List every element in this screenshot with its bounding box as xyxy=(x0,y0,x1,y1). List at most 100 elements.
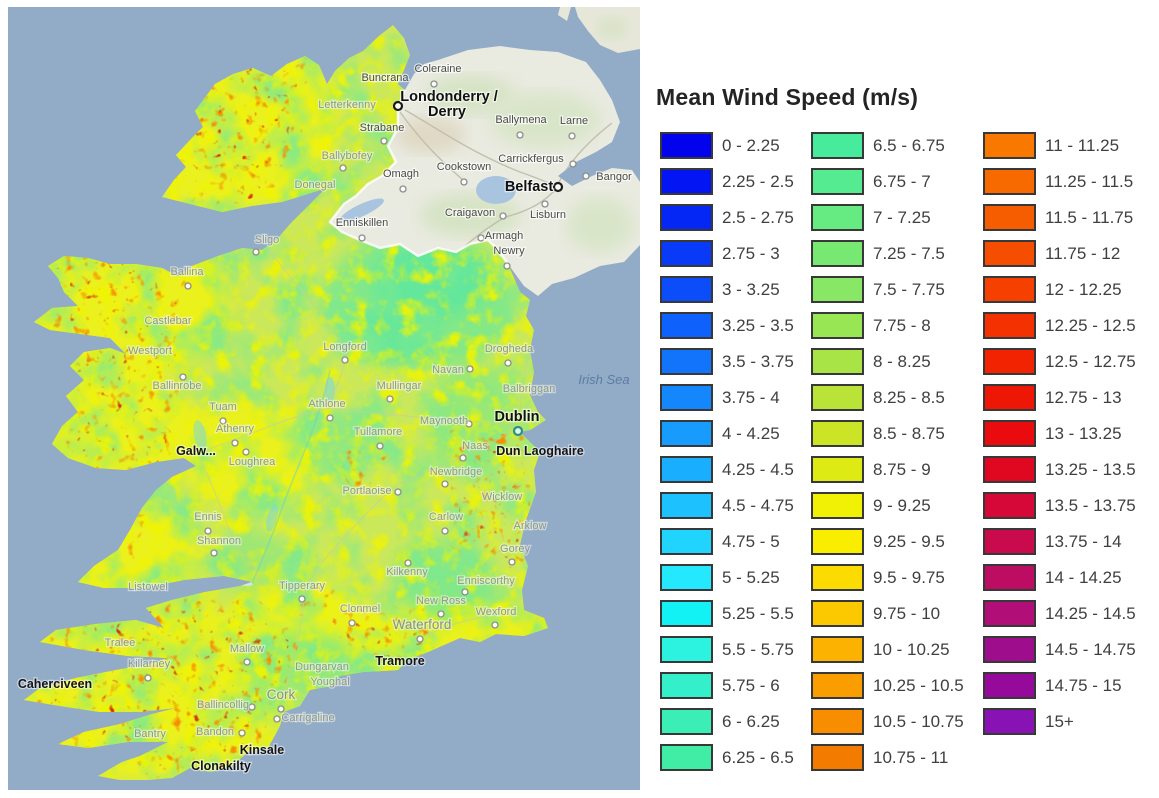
legend-entry: 7 - 7.25 xyxy=(811,204,964,231)
legend-range-label: 5 - 5.25 xyxy=(722,567,780,587)
map-label: Portlaoise xyxy=(343,485,392,497)
map-label: Ballinrobe xyxy=(153,380,202,392)
legend-range-label: 14 - 14.25 xyxy=(1045,567,1122,587)
legend-entry: 4 - 4.25 xyxy=(660,420,794,447)
legend-swatch xyxy=(660,672,713,699)
map-label: Carrigaline xyxy=(281,712,334,724)
ireland-wind-map[interactable]: Coleraine Londonderry / Derry Ballymena Larn… xyxy=(8,7,640,790)
legend-entry: 4.25 - 4.5 xyxy=(660,456,794,483)
map-label: Armagh xyxy=(485,230,524,242)
legend-swatch xyxy=(983,384,1036,411)
town-marker xyxy=(231,439,239,447)
map-label: Mallow xyxy=(230,643,264,655)
map-label: Arklow xyxy=(513,520,546,532)
map-label: Kilkenny xyxy=(386,566,428,578)
lough-neagh xyxy=(476,176,516,204)
legend-range-label: 5.5 - 5.75 xyxy=(722,639,794,659)
map-label: Clonakilty xyxy=(191,759,251,773)
legend-swatch xyxy=(983,348,1036,375)
legend-swatch xyxy=(983,456,1036,483)
legend-range-label: 13.25 - 13.5 xyxy=(1045,459,1136,479)
legend-range-label: 0 - 2.25 xyxy=(722,135,780,155)
town-marker xyxy=(248,703,256,711)
legend-entry: 7.25 - 7.5 xyxy=(811,240,964,267)
legend-swatch xyxy=(660,132,713,159)
legend-range-label: 5.75 - 6 xyxy=(722,675,780,695)
legend-entry: 14.75 - 15 xyxy=(983,672,1136,699)
map-label: Waterford xyxy=(393,617,452,632)
legend-swatch xyxy=(983,240,1036,267)
legend-entry: 12.25 - 12.5 xyxy=(983,312,1136,339)
map-label: Dungarvan xyxy=(295,661,349,673)
map-label: Ballymena xyxy=(495,114,547,126)
map-label: Omagh xyxy=(383,168,419,180)
legend-swatch xyxy=(983,600,1036,627)
map-label: Navan xyxy=(432,364,464,376)
legend-range-label: 6.5 - 6.75 xyxy=(873,135,945,155)
town-marker xyxy=(219,417,227,425)
legend-entry: 15+ xyxy=(983,708,1136,735)
legend-swatch xyxy=(811,312,864,339)
legend-swatch xyxy=(660,744,713,771)
legend-entry: 13.75 - 14 xyxy=(983,528,1136,555)
roads xyxy=(199,247,531,701)
map-label: Enniskillen xyxy=(336,217,389,229)
legend-range-label: 9 - 9.25 xyxy=(873,495,931,515)
legend-column-2: 6.5 - 6.75 6.75 - 7 7 - 7.25 7.25 - 7.5 7.5 … xyxy=(811,132,964,780)
map-label: Newbridge xyxy=(430,466,483,478)
map-label: Strabane xyxy=(360,122,405,134)
legend-entry: 12 - 12.25 xyxy=(983,276,1136,303)
town-marker xyxy=(508,558,516,566)
town-marker xyxy=(184,282,192,290)
legend-range-label: 7 - 7.25 xyxy=(873,207,931,227)
legend-column-3: 11 - 11.25 11.25 - 11.5 11.5 - 11.75 11.75 … xyxy=(983,132,1136,744)
legend-swatch xyxy=(660,204,713,231)
legend-range-label: 4 - 4.25 xyxy=(722,423,780,443)
legend-swatch xyxy=(811,636,864,663)
legend-entry: 3.25 - 3.5 xyxy=(660,312,794,339)
legend-entry: 2.25 - 2.5 xyxy=(660,168,794,195)
legend-range-label: 11.75 - 12 xyxy=(1045,243,1121,263)
legend-entry: 13.25 - 13.5 xyxy=(983,456,1136,483)
legend-entry: 14.5 - 14.75 xyxy=(983,636,1136,663)
legend-swatch xyxy=(811,708,864,735)
map-canvas[interactable]: Coleraine Londonderry /Derry Ballymena Larn… xyxy=(8,7,640,790)
legend-range-label: 2.5 - 2.75 xyxy=(722,207,794,227)
legend-entry: 6.25 - 6.5 xyxy=(660,744,794,771)
town-marker xyxy=(466,365,474,373)
legend-swatch xyxy=(983,672,1036,699)
town-marker xyxy=(503,262,511,270)
legend-entry: 10.25 - 10.5 xyxy=(811,672,964,699)
legend-entry: 11.25 - 11.5 xyxy=(983,168,1136,195)
town-marker xyxy=(242,448,250,456)
legend-swatch xyxy=(660,168,713,195)
map-label: Ennis xyxy=(194,511,222,523)
legend-range-label: 12 - 12.25 xyxy=(1045,279,1122,299)
legend-entry: 7.5 - 7.75 xyxy=(811,276,964,303)
legend-entry: 8 - 8.25 xyxy=(811,348,964,375)
map-label: Tullamore xyxy=(354,426,403,438)
map-label: Lisburn xyxy=(530,209,566,221)
map-label: Sligo xyxy=(255,234,279,246)
legend-range-label: 3 - 3.25 xyxy=(722,279,780,299)
legend-swatch xyxy=(983,420,1036,447)
legend-range-label: 7.25 - 7.5 xyxy=(873,243,945,263)
town-marker xyxy=(430,80,438,88)
legend-entry: 9.25 - 9.5 xyxy=(811,528,964,555)
legend-entry: 3.5 - 3.75 xyxy=(660,348,794,375)
legend-range-label: 9.5 - 9.75 xyxy=(873,567,945,587)
town-marker xyxy=(441,480,449,488)
legend-entry: 0 - 2.25 xyxy=(660,132,794,159)
legend-range-label: 13.5 - 13.75 xyxy=(1045,495,1136,515)
map-label: Carrickfergus xyxy=(498,153,564,165)
town-marker xyxy=(380,137,388,145)
map-label: New Ross xyxy=(416,595,467,607)
town-marker xyxy=(441,527,449,535)
legend-range-label: 6 - 6.25 xyxy=(722,711,780,731)
map-label: Wicklow xyxy=(482,491,522,503)
legend-swatch xyxy=(983,276,1036,303)
map-label: Letterkenny xyxy=(318,99,376,111)
map-label: Tramore xyxy=(375,654,424,668)
legend-entry: 13.5 - 13.75 xyxy=(983,492,1136,519)
map-label: Larne xyxy=(560,115,588,127)
